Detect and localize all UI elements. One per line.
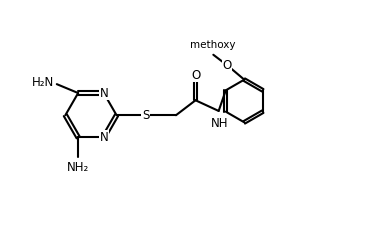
Text: NH: NH xyxy=(211,117,228,130)
Text: H₂N: H₂N xyxy=(32,76,54,88)
Text: N: N xyxy=(99,131,108,144)
Text: N: N xyxy=(99,87,108,99)
Text: O: O xyxy=(191,69,200,81)
Text: methoxy: methoxy xyxy=(190,40,235,51)
Text: O: O xyxy=(223,58,232,72)
Text: NH₂: NH₂ xyxy=(67,161,89,174)
Text: S: S xyxy=(142,109,150,122)
